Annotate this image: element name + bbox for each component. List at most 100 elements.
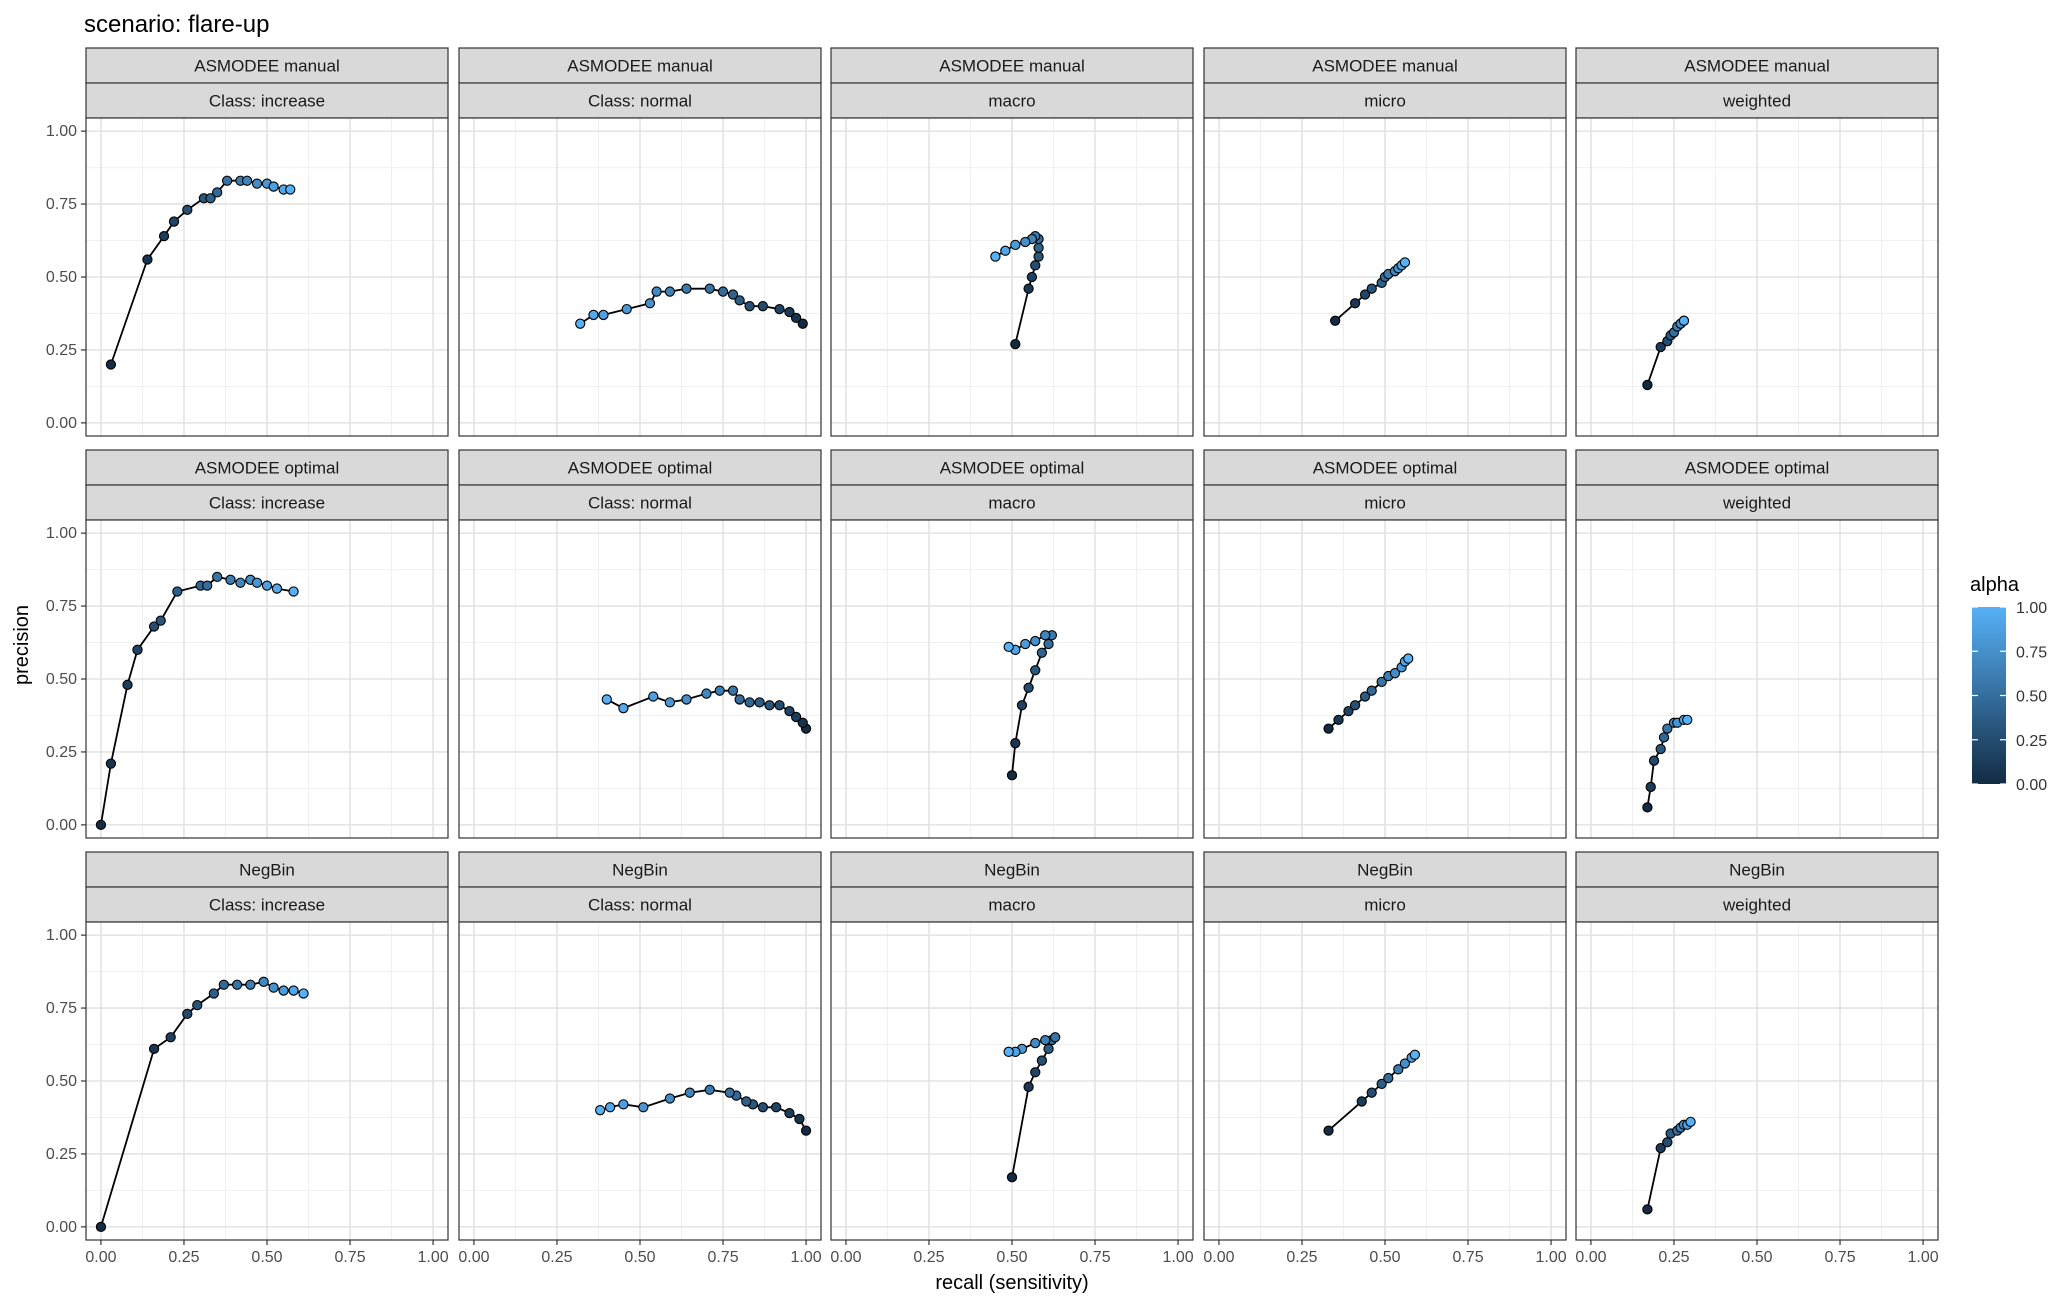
data-point [717, 286, 729, 297]
strip-label-col: weighted [1722, 92, 1791, 111]
data-point [764, 700, 775, 711]
strip-label-row: ASMODEE optimal [1685, 459, 1830, 478]
data-point [1016, 700, 1028, 711]
data-point [1399, 1058, 1411, 1069]
x-tick-label: 0.75 [1452, 1249, 1483, 1266]
data-point [1356, 1096, 1367, 1107]
data-point [122, 679, 133, 690]
strip-col-bg [830, 886, 1194, 923]
data-point [598, 309, 609, 321]
strip-row-bg [85, 851, 449, 888]
data-point [235, 577, 246, 588]
data-point [1366, 283, 1377, 294]
data-point [192, 999, 203, 1011]
data-point [797, 318, 808, 329]
data-point [664, 697, 676, 708]
data-point [1678, 315, 1690, 326]
data-point [681, 694, 692, 705]
data-point [704, 1084, 715, 1095]
panel-border [458, 117, 822, 437]
x-tick-label: 0.75 [1824, 1249, 1855, 1266]
data-point [1033, 251, 1044, 262]
legend-tick-label: 0.00 [2016, 777, 2047, 794]
facet-panel-r2-c0: NegBin Class: increase 0.00 0.25 0.50 0.75 1.0… [46, 851, 449, 1266]
data-point [1399, 257, 1411, 268]
facet-panel-r2-c3: NegBin micro 0.00 0.25 0.50 0.75 1.00 [1203, 851, 1567, 1266]
data-point [148, 1043, 160, 1055]
facet-panel-r1-c3: ASMODEE optimal micro [1203, 449, 1567, 839]
data-point [1323, 723, 1334, 734]
data-point [1030, 635, 1041, 647]
data-point [1003, 1046, 1014, 1057]
facet-panel-r2-c4: NegBin weighted 0.00 0.25 0.50 0.75 1.00 [1575, 851, 1939, 1266]
data-point [132, 644, 143, 655]
data-point [651, 286, 662, 297]
data-point [298, 988, 309, 999]
y-axis-label: precision [11, 605, 33, 685]
data-point [205, 193, 216, 204]
y-tick-label: 0.00 [46, 1219, 77, 1236]
panel-border [830, 519, 1194, 839]
y-tick-label: 0.50 [46, 269, 77, 286]
data-point [271, 583, 283, 594]
data-point [1349, 700, 1361, 711]
y-tick-label: 1.00 [46, 525, 77, 542]
data-point [594, 1105, 606, 1116]
data-point [1685, 1116, 1696, 1127]
data-point [218, 979, 229, 990]
data-point [1682, 714, 1693, 725]
x-tick-label: 0.00 [830, 1249, 861, 1266]
data-point [681, 283, 692, 294]
data-point [684, 1087, 695, 1098]
x-tick-label: 0.25 [913, 1249, 944, 1266]
data-point [757, 1102, 769, 1113]
strip-row-bg [1203, 47, 1567, 84]
data-point [285, 184, 296, 195]
x-tick-label: 0.00 [458, 1249, 489, 1266]
data-point [172, 586, 183, 597]
y-tick-label: 0.00 [46, 817, 77, 834]
data-point [790, 312, 802, 323]
strip-label-row: ASMODEE manual [1684, 57, 1830, 76]
data-point [95, 819, 107, 831]
data-point [704, 283, 715, 294]
data-point [261, 580, 273, 591]
legend-tick-label: 0.25 [2016, 733, 2047, 750]
data-point [794, 1113, 805, 1125]
data-point [1662, 723, 1673, 734]
x-tick-label: 1.00 [417, 1249, 448, 1266]
x-tick-label: 0.25 [541, 1249, 572, 1266]
strip-col-bg [85, 484, 449, 521]
data-point [1003, 641, 1014, 653]
strip-col-bg [458, 484, 822, 521]
strip-label-row: ASMODEE manual [194, 57, 340, 76]
data-point [744, 697, 755, 708]
data-point [588, 309, 599, 321]
strip-label-col: macro [988, 92, 1035, 111]
data-point [1393, 1064, 1404, 1075]
strip-label-col: micro [1364, 92, 1406, 111]
data-point [741, 1096, 752, 1107]
strip-label-col: macro [988, 494, 1035, 513]
facet-panel-r2-c1: NegBin Class: normal 0.00 0.25 0.50 0.75 1.00 [458, 851, 822, 1266]
strip-label-col: weighted [1722, 494, 1791, 513]
data-point [1383, 1072, 1394, 1084]
data-point [225, 574, 236, 585]
strip-label-col: Class: normal [588, 92, 692, 111]
strip-col-bg [85, 886, 449, 923]
strip-label-row: ASMODEE manual [1312, 57, 1458, 76]
data-point [105, 758, 117, 769]
strip-col-bg [1203, 886, 1567, 923]
data-point [724, 1087, 735, 1098]
x-tick-label: 0.50 [251, 1249, 282, 1266]
data-point [774, 303, 785, 315]
data-point [208, 988, 220, 999]
data-point [1642, 1204, 1653, 1215]
data-point [664, 1093, 676, 1104]
facet-panel-r0-c0: ASMODEE manual Class: increase 0.00 0.25 0.5… [46, 47, 449, 437]
data-point [1006, 770, 1018, 781]
panel-border [830, 117, 1194, 437]
x-tick-label: 1.00 [1907, 1249, 1938, 1266]
data-point [142, 254, 153, 265]
